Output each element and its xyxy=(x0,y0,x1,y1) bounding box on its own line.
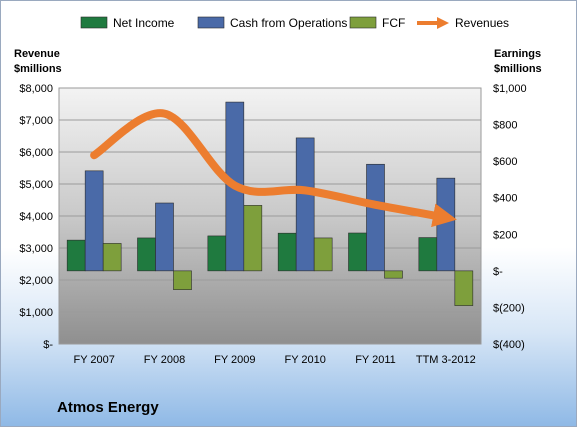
legend-swatch-fcf xyxy=(349,16,377,29)
bar-cash-from-operations xyxy=(295,137,315,272)
bar-net-income xyxy=(418,237,438,272)
y-left-axis-title: $millions xyxy=(14,63,62,75)
bar-net-income xyxy=(207,235,227,272)
bar-fcf xyxy=(243,205,263,272)
legend-label: Cash from Operations xyxy=(230,16,347,30)
bar-cash-from-operations xyxy=(84,170,104,272)
x-tick-label: FY 2008 xyxy=(144,354,185,366)
company-name: Atmos Energy xyxy=(57,399,159,416)
y-left-tick-label: $2,000 xyxy=(19,275,53,287)
revenues-line xyxy=(90,109,457,228)
y-right-tick-label: $600 xyxy=(493,156,517,168)
legend-label: Net Income xyxy=(113,16,175,30)
y-right-axis-title: $millions xyxy=(494,63,542,75)
y-right-axis-title: Earnings xyxy=(494,48,541,60)
legend-arrow-icon xyxy=(437,17,449,29)
x-tick-label: FY 2007 xyxy=(73,354,114,366)
y-right-tick-label: $1,000 xyxy=(493,83,527,95)
y-left-tick-label: $7,000 xyxy=(19,115,53,127)
legend-label: Revenues xyxy=(455,16,509,30)
y-left-tick-label: $5,000 xyxy=(19,179,53,191)
bar-fcf xyxy=(173,270,192,290)
bar-cash-from-operations xyxy=(366,163,385,272)
bar-fcf xyxy=(102,243,122,272)
y-left-tick-label: $6,000 xyxy=(19,147,53,159)
y-right-tick-label: $(200) xyxy=(493,302,525,314)
x-tick-label: FY 2009 xyxy=(214,354,255,366)
legend-swatch-net-income xyxy=(80,16,108,29)
y-right-tick-label: $800 xyxy=(493,120,517,132)
bar-fcf xyxy=(313,237,333,272)
x-tick-label: FY 2011 xyxy=(355,354,396,366)
y-right-tick-label: $200 xyxy=(493,229,517,241)
y-left-axis-title: Revenue xyxy=(14,48,60,60)
y-left-tick-label: $3,000 xyxy=(19,243,53,255)
y-right-tick-label: $- xyxy=(493,266,503,278)
y-left-tick-label: $- xyxy=(43,339,53,351)
x-tick-label: FY 2010 xyxy=(284,354,325,366)
bar-fcf xyxy=(384,270,403,279)
bar-net-income xyxy=(137,237,156,272)
legend-swatch-cash-from-operations xyxy=(197,16,225,29)
y-right-tick-label: $400 xyxy=(493,193,517,205)
y-left-tick-label: $1,000 xyxy=(19,307,53,319)
bar-net-income xyxy=(348,232,367,272)
bar-cash-from-operations xyxy=(155,202,174,272)
y-left-tick-label: $4,000 xyxy=(19,211,53,223)
x-tick-label: TTM 3-2012 xyxy=(416,354,476,366)
y-left-tick-label: $8,000 xyxy=(19,83,53,95)
bar-cash-from-operations xyxy=(436,177,456,272)
bar-net-income xyxy=(66,239,86,272)
y-right-tick-label: $(400) xyxy=(493,339,525,351)
bar-net-income xyxy=(277,232,297,272)
bar-fcf xyxy=(454,270,474,306)
legend-label: FCF xyxy=(382,16,405,30)
